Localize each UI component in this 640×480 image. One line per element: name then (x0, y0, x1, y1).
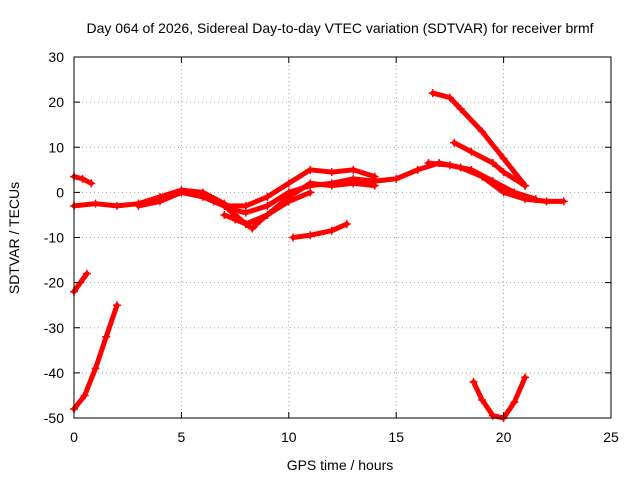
y-tick-label: -50 (44, 410, 64, 426)
data-point (289, 233, 298, 242)
data-point (559, 197, 568, 206)
y-tick-label: 30 (48, 49, 64, 65)
series-dip-segment (220, 188, 315, 233)
y-tick-label: -20 (44, 275, 64, 291)
data-point (91, 199, 100, 208)
data-point (198, 192, 207, 201)
data-point (78, 174, 87, 183)
y-tick-label: -10 (44, 230, 64, 246)
data-point (241, 201, 250, 210)
data-point (306, 165, 315, 174)
data-point (499, 154, 508, 163)
data-point (413, 165, 422, 174)
data-point (445, 161, 454, 170)
x-tick-label: 10 (281, 429, 297, 445)
data-point (220, 201, 229, 210)
data-point (87, 179, 96, 188)
data-point (370, 181, 379, 190)
data-point (284, 197, 293, 206)
data-point (499, 188, 508, 197)
series-low-segment (289, 219, 351, 242)
data-point (349, 165, 358, 174)
data-point (469, 377, 478, 386)
data-point (134, 201, 143, 210)
data-point (306, 231, 315, 240)
data-point (456, 104, 465, 113)
data-point (102, 332, 111, 341)
x-tick-label: 15 (388, 429, 404, 445)
y-tick-label: 20 (48, 94, 64, 110)
data-point (392, 174, 401, 183)
y-axis-label: SDTVAR / TECUs (6, 182, 22, 294)
data-point (263, 210, 272, 219)
data-point (488, 159, 497, 168)
data-point (82, 269, 91, 278)
data-point (241, 219, 250, 228)
chart-title: Day 064 of 2026, Sidereal Day-to-day VTE… (86, 20, 593, 36)
x-tick-label: 5 (178, 429, 186, 445)
x-tick-label: 0 (70, 429, 78, 445)
data-point (241, 208, 250, 217)
data-point (542, 197, 551, 206)
data-point (488, 177, 497, 186)
data-point (531, 195, 540, 204)
x-tick-label: 20 (496, 429, 512, 445)
data-point (327, 226, 336, 235)
data-point (467, 147, 476, 156)
data-point (80, 391, 89, 400)
series-trace (290, 221, 350, 240)
data-point (327, 181, 336, 190)
data-point (349, 179, 358, 188)
y-tick-label: -30 (44, 320, 64, 336)
data-point (450, 138, 459, 147)
data-point (342, 219, 351, 228)
y-tick-label: 10 (48, 139, 64, 155)
data-series (70, 89, 568, 422)
data-point (428, 89, 437, 98)
data-point (220, 210, 229, 219)
data-point (499, 168, 508, 177)
data-point (112, 201, 121, 210)
data-point (467, 165, 476, 174)
data-point (478, 127, 487, 136)
data-point (231, 215, 240, 224)
x-tick-labels: 0 5 10 15 20 25 (70, 429, 619, 445)
x-axis-label: GPS time / hours (287, 457, 394, 473)
series-trace (471, 374, 528, 421)
data-point (252, 219, 261, 228)
series-trace (430, 90, 528, 189)
data-point (370, 172, 379, 181)
data-point (91, 364, 100, 373)
x-tick-label: 25 (603, 429, 619, 445)
data-point (248, 224, 257, 233)
grid (74, 57, 611, 418)
data-point (177, 188, 186, 197)
series-descend-c (424, 159, 540, 204)
data-point (155, 197, 164, 206)
data-point (521, 373, 530, 382)
data-point (284, 179, 293, 188)
data-point (424, 159, 433, 168)
y-tick-label: 0 (56, 184, 64, 200)
data-point (263, 201, 272, 210)
y-tick-labels: -50 -40 -30 -20 -10 0 10 20 30 (44, 49, 64, 426)
data-point (306, 179, 315, 188)
y-tick-label: -40 (44, 365, 64, 381)
ticks (73, 56, 612, 419)
data-point (306, 188, 315, 197)
data-point (263, 192, 272, 201)
series-descend-b (450, 138, 530, 190)
data-point (521, 181, 530, 190)
data-point (112, 301, 121, 310)
data-point (510, 398, 519, 407)
data-point (510, 188, 519, 197)
data-point (478, 395, 487, 404)
data-point (327, 168, 336, 177)
data-point (445, 93, 454, 102)
